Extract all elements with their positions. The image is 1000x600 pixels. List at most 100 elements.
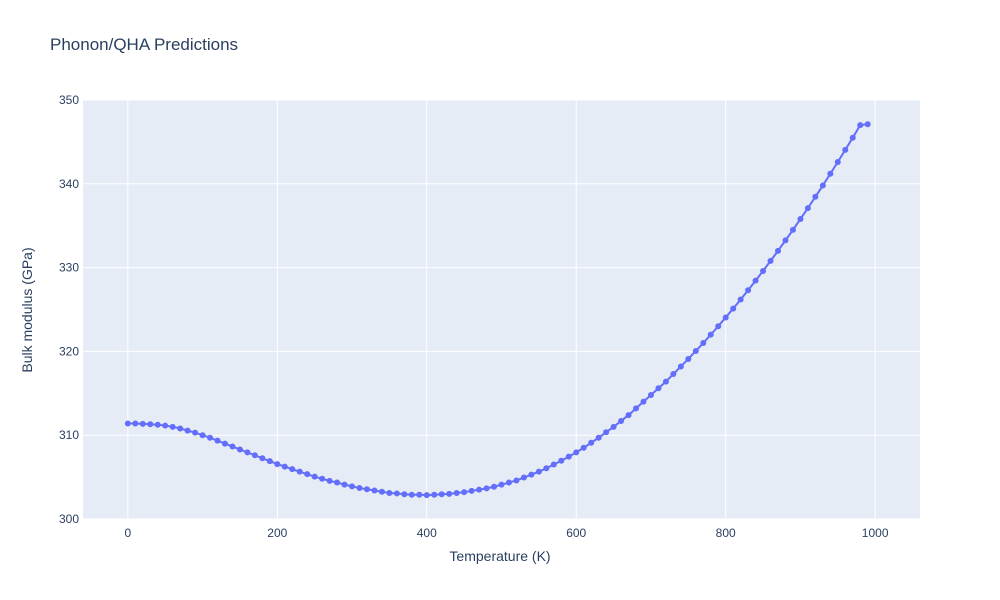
data-point <box>812 193 819 200</box>
data-point <box>618 417 625 424</box>
data-point <box>797 215 804 222</box>
data-point <box>543 465 550 472</box>
data-point <box>789 226 796 233</box>
data-point <box>244 449 251 456</box>
data-point <box>804 205 811 212</box>
data-point <box>827 170 834 177</box>
data-point <box>446 490 453 497</box>
data-point <box>207 434 214 441</box>
data-point <box>715 323 722 330</box>
data-point <box>453 490 460 497</box>
data-point <box>416 491 423 498</box>
series-line <box>127 123 868 497</box>
data-point <box>647 391 654 398</box>
data-point <box>132 420 139 427</box>
data-point <box>580 444 587 451</box>
data-point <box>363 486 370 493</box>
data-point <box>842 146 849 153</box>
y-tick-label: 330 <box>59 261 79 275</box>
data-point <box>491 483 498 490</box>
data-point <box>169 423 176 430</box>
data-point <box>221 440 228 447</box>
data-point <box>468 487 475 494</box>
data-point <box>692 347 699 354</box>
data-point <box>483 485 490 492</box>
data-point <box>730 305 737 312</box>
y-tick-label: 350 <box>59 93 79 107</box>
data-point <box>550 461 557 468</box>
data-point <box>274 461 281 468</box>
data-point <box>819 182 826 189</box>
data-point <box>289 466 296 473</box>
data-point <box>341 481 348 488</box>
data-point <box>154 421 161 428</box>
data-point <box>177 425 184 432</box>
data-point <box>535 468 542 475</box>
data-point <box>573 449 580 456</box>
data-point <box>334 479 341 486</box>
data-point <box>528 471 535 478</box>
data-point <box>685 355 692 362</box>
y-tick-label: 310 <box>59 428 79 442</box>
data-point <box>707 331 714 338</box>
data-point <box>700 340 707 347</box>
data-point <box>124 420 131 427</box>
data-point <box>304 471 311 478</box>
data-point <box>378 488 385 495</box>
data-point <box>782 237 789 244</box>
data-point <box>760 267 767 274</box>
data-point <box>192 429 199 436</box>
data-point <box>476 486 483 493</box>
data-point <box>633 405 640 412</box>
data-point <box>311 473 318 480</box>
data-point <box>371 487 378 494</box>
data-point <box>662 378 669 385</box>
data-point <box>505 479 512 486</box>
x-axis-title: Temperature (K) <box>449 548 550 564</box>
data-point <box>558 457 565 464</box>
data-point <box>408 491 415 498</box>
data-point <box>745 287 752 294</box>
y-axis-title: Bulk modulus (GPa) <box>19 247 35 372</box>
data-point <box>625 412 632 419</box>
x-tick-label: 200 <box>267 526 287 540</box>
y-tick-label: 340 <box>59 177 79 191</box>
data-point <box>401 491 408 498</box>
data-point <box>386 490 393 497</box>
data-point <box>356 484 363 491</box>
data-point <box>849 134 856 141</box>
data-point <box>236 446 243 453</box>
data-point <box>147 421 154 428</box>
data-point <box>677 363 684 370</box>
data-point <box>737 296 744 303</box>
data-point <box>184 427 191 434</box>
x-tick-label: 0 <box>124 526 131 540</box>
data-point <box>588 439 595 446</box>
data-point <box>214 437 221 444</box>
data-point <box>319 475 326 482</box>
x-tick-label: 1000 <box>862 526 889 540</box>
x-tick-label: 400 <box>417 526 437 540</box>
y-tick-label: 320 <box>59 344 79 358</box>
data-point <box>349 483 356 490</box>
plot-area <box>83 100 920 519</box>
data-point <box>229 443 236 450</box>
data-point <box>610 423 617 430</box>
data-point <box>498 481 505 488</box>
data-point <box>139 420 146 427</box>
data-point <box>595 434 602 441</box>
data-point <box>775 247 782 254</box>
data-point <box>423 492 430 499</box>
data-point <box>296 468 303 475</box>
data-point <box>259 455 266 462</box>
data-point <box>565 453 572 460</box>
data-point <box>655 385 662 392</box>
chart-title: Phonon/QHA Predictions <box>50 35 238 54</box>
data-point <box>603 429 610 436</box>
data-point <box>199 432 206 439</box>
tick-labels: 0 200 400 600 800 1000 300 310 320 330 340 350 <box>59 93 889 540</box>
data-point <box>752 277 759 284</box>
x-tick-label: 600 <box>566 526 586 540</box>
